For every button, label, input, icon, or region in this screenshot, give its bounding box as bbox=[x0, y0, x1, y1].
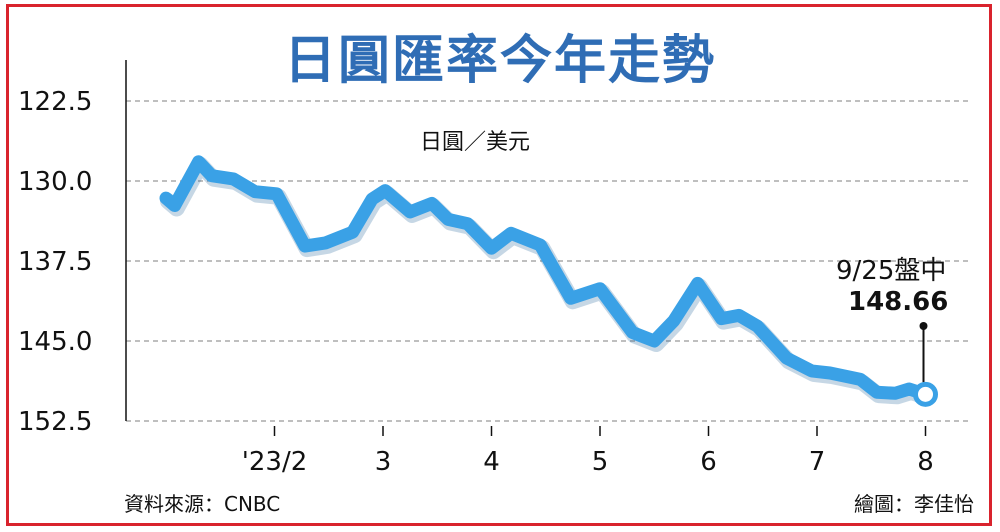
y-axis-ticks: 122.5 130.0 137.5 145.0 152.5 bbox=[18, 87, 92, 437]
y-tick-label: 152.5 bbox=[18, 407, 92, 437]
x-tick-label: 8 bbox=[917, 447, 934, 477]
annotation-date: 9/25盤中 bbox=[836, 256, 947, 286]
series-line bbox=[159, 155, 932, 401]
unit-label: 日圓／美元 bbox=[420, 130, 531, 155]
y-tick-label: 130.0 bbox=[18, 167, 92, 197]
grid-lines bbox=[125, 60, 972, 422]
annotation-value: 148.66 bbox=[848, 287, 949, 317]
x-tick-label: 7 bbox=[809, 447, 826, 477]
last-point-marker bbox=[913, 381, 938, 407]
x-tick-label: 5 bbox=[592, 447, 609, 477]
credit-label: 繪圖：李佳怡 bbox=[854, 492, 974, 516]
x-tick-label: 6 bbox=[700, 447, 717, 477]
annotation-dot bbox=[919, 322, 928, 330]
source-label: 資料來源：CNBC bbox=[124, 492, 281, 516]
x-tick-label: 4 bbox=[483, 447, 500, 477]
series-group bbox=[159, 155, 938, 407]
y-tick-label: 122.5 bbox=[18, 87, 92, 117]
chart-frame bbox=[6, 4, 992, 526]
y-tick-label: 145.0 bbox=[18, 327, 92, 357]
x-tick-label: '23/2 bbox=[242, 447, 308, 477]
chart-title: 日圓匯率今年走勢 bbox=[283, 31, 716, 91]
y-tick-label: 137.5 bbox=[18, 247, 92, 277]
x-tick-label: 3 bbox=[375, 447, 392, 477]
